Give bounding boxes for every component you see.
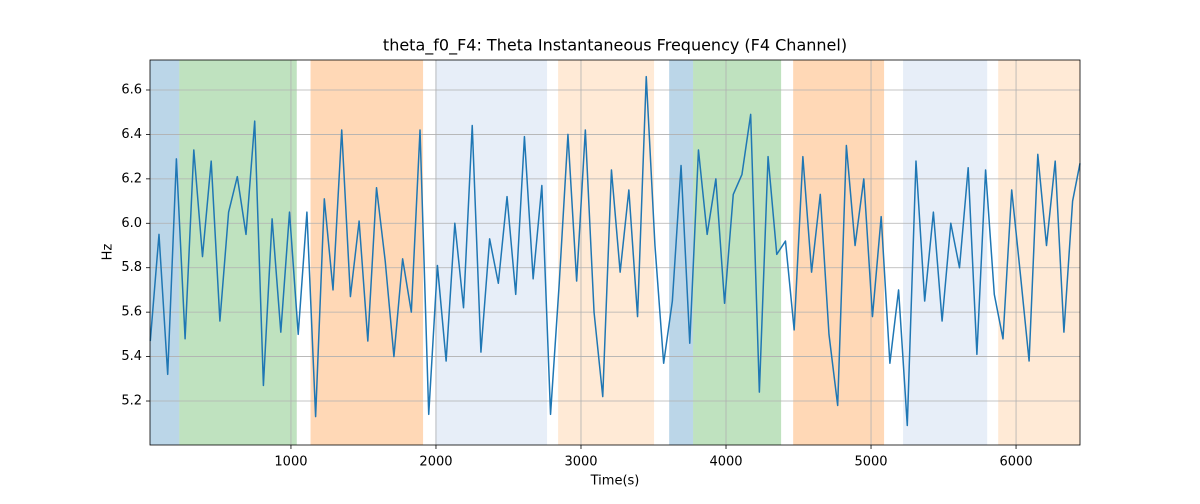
x-tick-label: 5000 — [854, 455, 887, 470]
y-tick-label: 5.4 — [121, 349, 142, 364]
shaded-span — [903, 60, 988, 445]
y-tick-label: 5.6 — [121, 305, 142, 320]
x-tick-label: 3000 — [564, 455, 597, 470]
y-tick-label: 5.8 — [121, 260, 142, 275]
x-axis-label: Time(s) — [590, 474, 640, 489]
chart-title: theta_f0_F4: Theta Instantaneous Frequen… — [383, 36, 847, 56]
x-tick-label: 1000 — [274, 455, 307, 470]
x-tick-label: 6000 — [1000, 455, 1033, 470]
y-tick-label: 6.2 — [121, 171, 142, 186]
y-tick-label: 6.6 — [121, 82, 142, 97]
y-tick-label: 6.4 — [121, 127, 142, 142]
x-tick-label: 2000 — [419, 455, 452, 470]
shaded-span — [179, 60, 297, 445]
shaded-span — [558, 60, 655, 445]
y-axis-label: Hz — [101, 244, 116, 261]
x-tick-label: 4000 — [709, 455, 742, 470]
shaded-span — [669, 60, 694, 445]
data-line — [149, 75, 1081, 427]
y-tick-label: 5.2 — [121, 394, 142, 409]
shaded-span — [693, 60, 782, 445]
axes-frame — [149, 59, 1081, 446]
shaded-span — [998, 60, 1080, 445]
shaded-span — [150, 60, 180, 445]
y-tick-label: 6.0 — [121, 216, 142, 231]
shaded-span — [435, 60, 548, 445]
shaded-span — [310, 60, 424, 445]
